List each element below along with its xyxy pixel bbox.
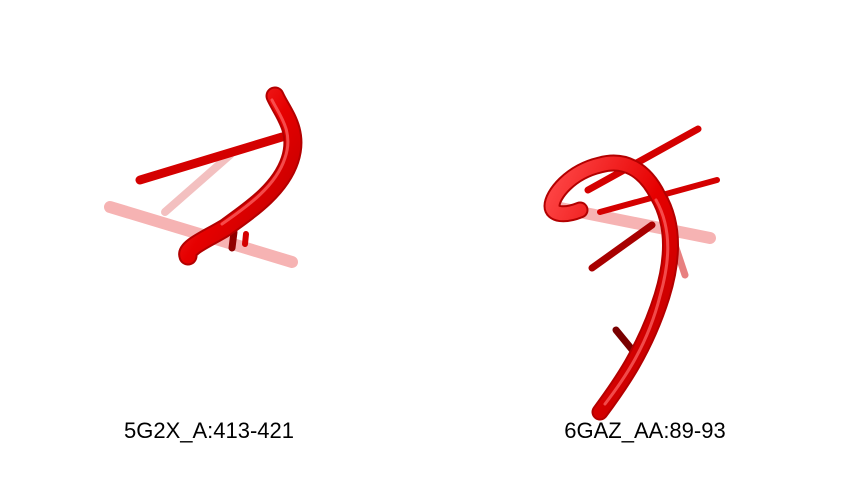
base-stick bbox=[612, 326, 638, 356]
base-stick bbox=[228, 228, 238, 252]
backbone-tube bbox=[543, 154, 680, 421]
rna-structure-render-right bbox=[543, 125, 720, 421]
base-stick bbox=[242, 231, 249, 247]
backbone-tube-shine bbox=[220, 98, 290, 226]
base-stick bbox=[588, 221, 656, 272]
structure-caption: 6GAZ_AA:89-93 bbox=[564, 418, 726, 443]
base-stick bbox=[135, 132, 287, 185]
base-stick bbox=[584, 125, 702, 194]
rna-structure-render-left bbox=[104, 86, 303, 268]
backbone-tube-highlight bbox=[180, 88, 301, 264]
structure-panel-left: 5G2X_A:413-421 bbox=[104, 86, 303, 443]
backbone-tube-shine bbox=[603, 198, 670, 406]
structure-panel-right: 6GAZ_AA:89-93 bbox=[430, 0, 860, 480]
base-stick-faded bbox=[161, 151, 234, 216]
structure-caption: 5G2X_A:413-421 bbox=[123, 418, 295, 443]
